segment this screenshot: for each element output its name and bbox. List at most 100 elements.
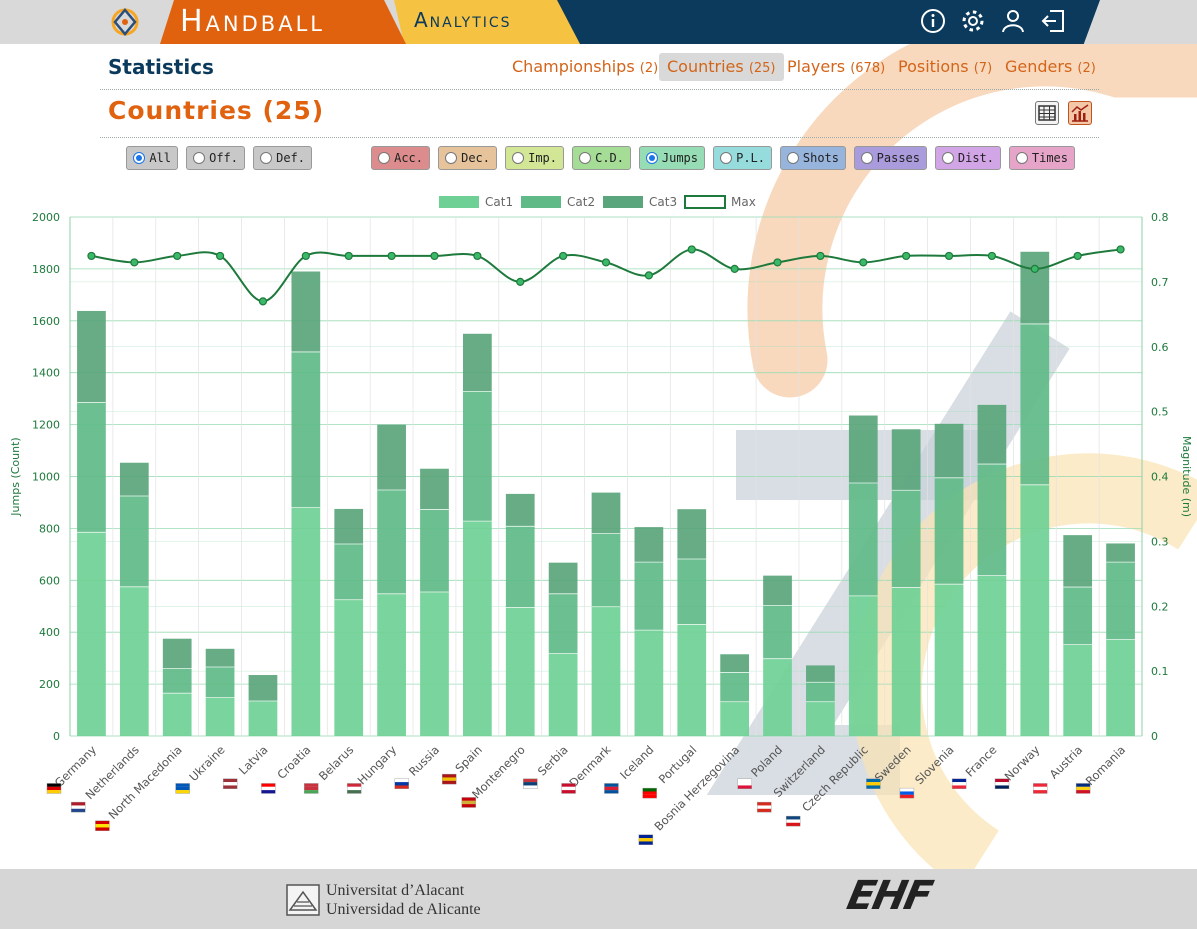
flag-stripe	[261, 786, 276, 791]
logout-icon[interactable]	[1040, 8, 1066, 34]
flag-stripe	[394, 785, 409, 789]
max-point	[387, 251, 396, 261]
filter-change-direction[interactable]: C.D.	[572, 146, 631, 170]
country-flag-icon	[638, 834, 654, 845]
bar-cat3	[377, 424, 406, 490]
y2-tick-label: 0.3	[1151, 535, 1169, 548]
bar-cat1	[1106, 639, 1135, 736]
bar-cat3	[77, 310, 106, 403]
max-point	[473, 251, 482, 261]
filter-label: C.D.	[595, 151, 624, 165]
bar-cat1	[377, 593, 406, 736]
tab-championships[interactable]: Championships (2)	[504, 53, 666, 81]
bar-cat3	[591, 492, 621, 534]
tab-label: Countries	[667, 57, 744, 76]
country-flag-icon	[394, 778, 409, 789]
filter-defensive[interactable]: Def.	[253, 146, 312, 170]
filter-label: Passes	[876, 151, 920, 165]
bar-cat3	[162, 638, 192, 669]
x-tick-label: Slovenia	[912, 743, 957, 788]
filter-jumps[interactable]: Jumps	[639, 146, 705, 170]
filter-label: Times	[1031, 151, 1068, 165]
flag-stripe	[899, 791, 914, 795]
bar-cat1	[934, 584, 964, 736]
tab-players[interactable]: Players (678)	[779, 53, 893, 81]
bar-cat1	[462, 521, 492, 736]
x-tick-label: Bosnia Herzegovina	[651, 743, 742, 834]
tab-positions[interactable]: Positions (7)	[890, 53, 1000, 81]
flag-stripe	[304, 786, 319, 791]
filter-passes[interactable]: Passes	[854, 146, 927, 170]
legend-swatch	[521, 196, 561, 208]
max-point	[1073, 251, 1082, 261]
country-flag-icon	[561, 783, 576, 794]
filter-deceleration[interactable]: Dec.	[438, 146, 497, 170]
footer: Universitat d’Alacant Universidad de Ali…	[0, 869, 1197, 929]
max-point	[130, 258, 139, 267]
bar-cat3	[848, 415, 878, 483]
table-view-button[interactable]	[1035, 101, 1059, 125]
flag-stripe	[523, 785, 538, 789]
info-icon[interactable]	[920, 8, 946, 34]
max-point	[730, 264, 739, 274]
filter-impacts[interactable]: Imp.	[505, 146, 564, 170]
flag-stripe	[952, 778, 967, 783]
bar-cat3	[1020, 251, 1050, 324]
legend-label: Cat1	[485, 195, 513, 209]
user-icon[interactable]	[1000, 8, 1026, 34]
tab-genders[interactable]: Genders (2)	[997, 53, 1104, 81]
filter-times[interactable]: Times	[1009, 146, 1075, 170]
filter-label: Def.	[276, 151, 305, 165]
y2-tick-label: 0.8	[1151, 211, 1169, 224]
max-point	[1030, 264, 1039, 274]
app-logo-icon	[111, 8, 139, 36]
country-flag-icon	[304, 783, 319, 794]
flag-stripe	[261, 790, 276, 794]
x-tick: Czech Republic	[785, 743, 871, 827]
flag-stripe	[604, 790, 619, 794]
radio-icon	[133, 152, 145, 164]
bar-cat2	[505, 526, 535, 608]
filter-all[interactable]: All	[126, 146, 178, 170]
flag-stripe	[523, 782, 538, 786]
filter-acceleration[interactable]: Acc.	[371, 146, 430, 170]
flag-stripe	[461, 800, 476, 805]
flag-stripe	[638, 841, 653, 845]
bar-cat1	[591, 606, 621, 736]
radio-icon	[378, 152, 390, 164]
x-tick-label: Denmark	[566, 742, 614, 790]
bar-cat1	[848, 595, 878, 736]
y-tick-label: 1800	[32, 263, 60, 276]
max-point	[430, 251, 439, 261]
bar-cat1	[634, 630, 664, 736]
radio-icon	[1016, 152, 1028, 164]
flag-stripe	[442, 777, 457, 781]
section-title: Statistics	[108, 55, 214, 79]
flag-stripe	[261, 783, 276, 787]
filter-shots[interactable]: Shots	[780, 146, 846, 170]
bar-cat3	[634, 527, 664, 563]
filter-distance[interactable]: Dist.	[935, 146, 1001, 170]
filter-offensive[interactable]: Off.	[186, 146, 245, 170]
country-flag-icon	[604, 783, 619, 794]
flag-border	[642, 787, 657, 799]
page-title: Countries (25)	[108, 96, 325, 125]
x-tick-label: Serbia	[535, 743, 571, 779]
bar-cat1	[291, 507, 321, 736]
flag-stripe	[995, 785, 1010, 789]
y-tick-label: 1600	[32, 315, 60, 328]
bar-cat3	[505, 493, 535, 527]
bar-cat3	[334, 508, 364, 544]
flag-stripe	[347, 786, 362, 791]
tab-count: (678)	[850, 61, 886, 76]
flag-stripe	[394, 782, 409, 786]
chart-view-button[interactable]	[1068, 101, 1092, 125]
flag-stripe	[461, 804, 476, 808]
settings-gear-icon[interactable]	[960, 8, 986, 34]
bar-cat2	[634, 562, 664, 631]
header-orange-band	[160, 0, 406, 44]
tab-countries[interactable]: Countries (25)	[659, 53, 784, 81]
x-tick-label: Spain	[452, 743, 485, 776]
legend-label: Max	[731, 195, 756, 209]
filter-player-load[interactable]: P.L.	[713, 146, 772, 170]
